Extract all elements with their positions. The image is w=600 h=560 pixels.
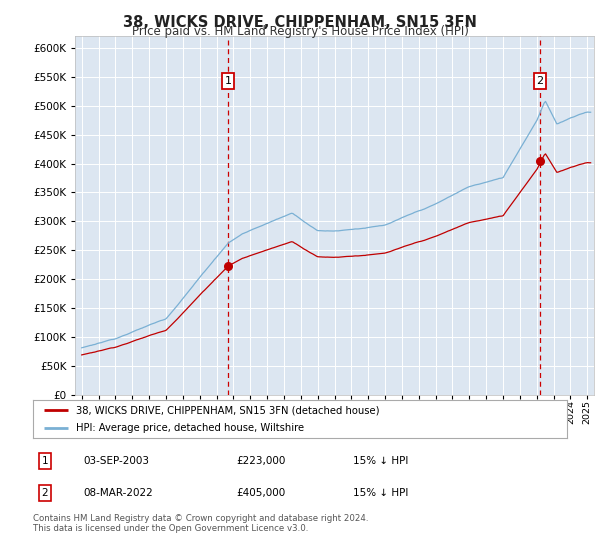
- Text: £405,000: £405,000: [236, 488, 285, 498]
- Text: 1: 1: [224, 76, 232, 86]
- Text: 38, WICKS DRIVE, CHIPPENHAM, SN15 3FN: 38, WICKS DRIVE, CHIPPENHAM, SN15 3FN: [123, 15, 477, 30]
- Text: 2: 2: [536, 76, 544, 86]
- Text: £223,000: £223,000: [236, 456, 285, 466]
- Text: HPI: Average price, detached house, Wiltshire: HPI: Average price, detached house, Wilt…: [76, 423, 304, 433]
- Text: 15% ↓ HPI: 15% ↓ HPI: [353, 488, 409, 498]
- Text: 08-MAR-2022: 08-MAR-2022: [84, 488, 154, 498]
- Text: 1: 1: [41, 456, 48, 466]
- Text: 03-SEP-2003: 03-SEP-2003: [84, 456, 150, 466]
- Text: 38, WICKS DRIVE, CHIPPENHAM, SN15 3FN (detached house): 38, WICKS DRIVE, CHIPPENHAM, SN15 3FN (d…: [76, 405, 379, 415]
- Text: 15% ↓ HPI: 15% ↓ HPI: [353, 456, 409, 466]
- Text: Contains HM Land Registry data © Crown copyright and database right 2024.
This d: Contains HM Land Registry data © Crown c…: [33, 514, 368, 534]
- Text: Price paid vs. HM Land Registry's House Price Index (HPI): Price paid vs. HM Land Registry's House …: [131, 25, 469, 38]
- Text: 2: 2: [41, 488, 48, 498]
